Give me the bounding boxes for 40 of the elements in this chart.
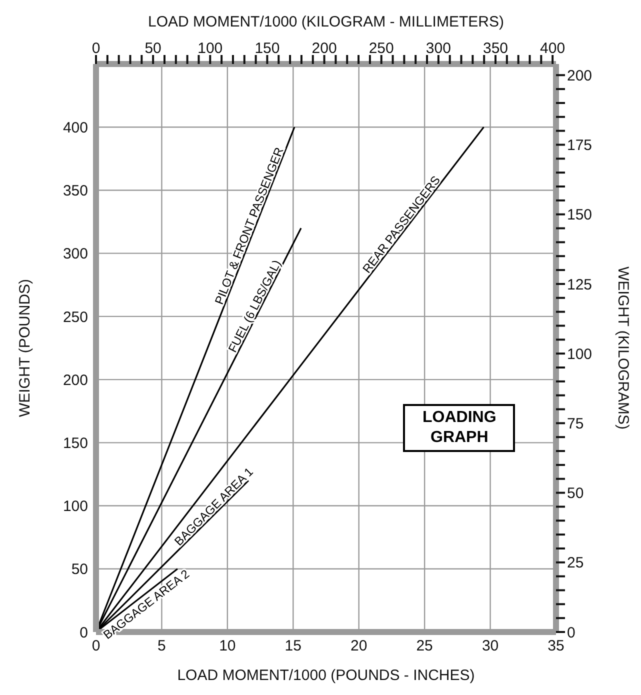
x-tick-label: 25 — [416, 638, 433, 655]
x2-tick-label: 150 — [254, 40, 280, 57]
x-tick-label: 5 — [158, 638, 166, 655]
y2-axis-title: WEIGHT (KILOGRAMS) — [614, 266, 632, 430]
annotation: LOADING GRAPH — [403, 404, 516, 452]
x2-tick-label: 200 — [312, 40, 337, 57]
x2-tick-label: 250 — [368, 40, 394, 57]
y-tick-label: 300 — [62, 246, 88, 263]
y2-tick-label: 50 — [567, 485, 584, 502]
x2-tick-label: 400 — [540, 40, 566, 57]
x-tick-label: 0 — [92, 638, 100, 655]
y-tick-label: 0 — [80, 624, 88, 642]
x-tick-label: 15 — [284, 638, 302, 655]
x-tick-label: 20 — [350, 638, 368, 655]
x-tick-label: 35 — [548, 638, 564, 655]
x2-tick-label: 50 — [144, 40, 162, 57]
y-tick-label: 100 — [62, 498, 88, 516]
y2-tick-label: 150 — [567, 206, 592, 224]
x2-axis-title: LOAD MOMENT/1000 (KILOGRAM - MILLIMETERS) — [148, 14, 504, 31]
y2-tick-label: 175 — [567, 137, 592, 154]
y-tick-label: 50 — [71, 561, 88, 578]
y-tick-label: 400 — [62, 119, 88, 136]
y-tick-label: 350 — [62, 182, 88, 200]
y2-tick-label: 100 — [567, 346, 592, 363]
x2-tick-label: 350 — [482, 40, 508, 57]
x2-tick-label: 100 — [198, 40, 223, 57]
y-tick-label: 150 — [62, 434, 88, 452]
y-axis-title: WEIGHT (POUNDS) — [16, 278, 34, 418]
y-tick-label: 200 — [62, 372, 88, 389]
x2-tick-label: 300 — [426, 40, 451, 57]
y2-tick-label: 200 — [567, 67, 592, 84]
y2-tick-label: 125 — [567, 276, 592, 294]
y-tick-label: 250 — [62, 308, 88, 326]
x-axis-title: LOAD MOMENT/1000 (POUNDS - INCHES) — [177, 667, 475, 684]
y2-tick-label: 25 — [567, 554, 584, 572]
x2-tick-label: 0 — [92, 40, 100, 57]
y2-tick-label: 0 — [567, 624, 576, 642]
x-tick-label: 10 — [219, 638, 236, 655]
x-tick-label: 30 — [482, 638, 499, 655]
y2-tick-label: 75 — [567, 416, 584, 432]
